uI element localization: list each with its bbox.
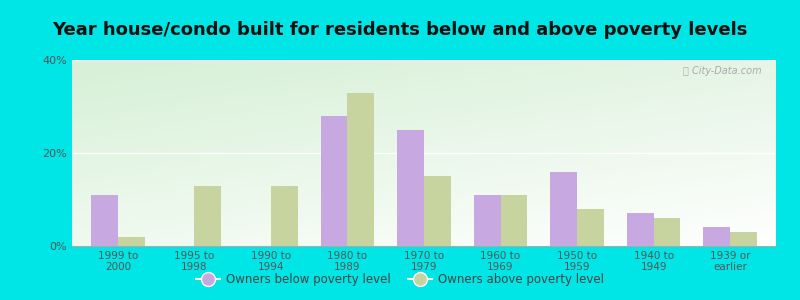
Legend: Owners below poverty level, Owners above poverty level: Owners below poverty level, Owners above… bbox=[191, 269, 609, 291]
Bar bbox=[654, 218, 680, 246]
Bar bbox=[91, 195, 118, 246]
Bar bbox=[347, 92, 374, 246]
Bar bbox=[271, 185, 298, 246]
Bar bbox=[577, 209, 604, 246]
Bar bbox=[321, 116, 347, 246]
Bar bbox=[194, 185, 222, 246]
Bar bbox=[424, 176, 450, 246]
Bar bbox=[550, 172, 577, 246]
Bar bbox=[703, 227, 730, 246]
Bar bbox=[474, 195, 501, 246]
Bar bbox=[730, 232, 757, 246]
Bar bbox=[501, 195, 527, 246]
Text: ⓘ City-Data.com: ⓘ City-Data.com bbox=[683, 66, 762, 76]
Bar bbox=[118, 237, 145, 246]
Bar bbox=[398, 130, 424, 246]
Bar bbox=[626, 214, 654, 246]
Text: Year house/condo built for residents below and above poverty levels: Year house/condo built for residents bel… bbox=[52, 21, 748, 39]
